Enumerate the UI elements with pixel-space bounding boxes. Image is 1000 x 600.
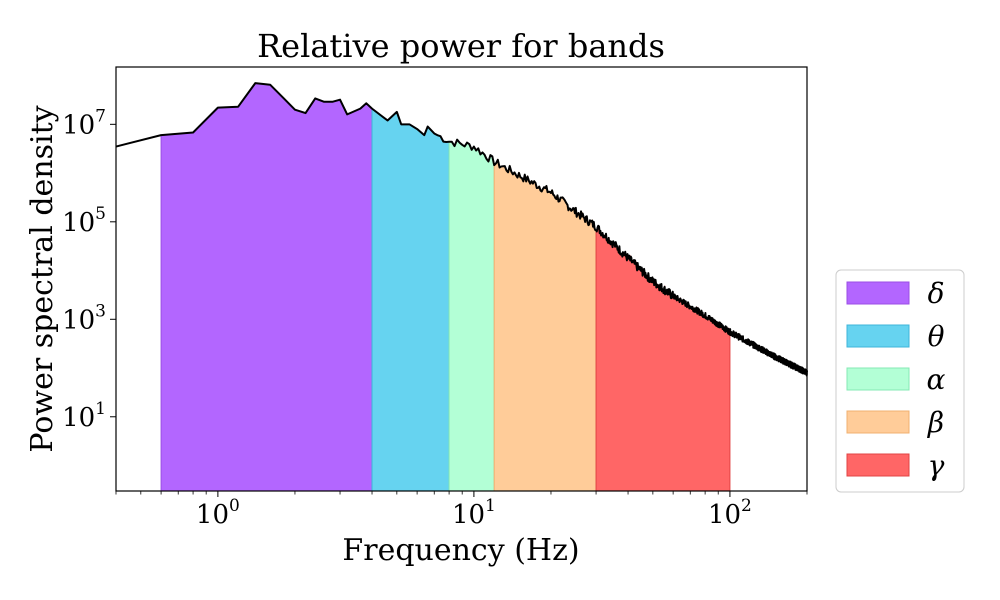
y-tick-label-3: 107 <box>62 106 106 140</box>
band-area-2 <box>448 138 495 492</box>
y-axis-ticks: 101 103 105 107 <box>62 106 116 433</box>
band-area-3 <box>493 158 597 492</box>
x-tick-label-2: 102 <box>708 496 752 530</box>
y-tick-label-2: 105 <box>62 204 106 238</box>
legend-label-1: θ <box>928 320 945 353</box>
legend-label-3: β <box>927 406 944 439</box>
band-area-1 <box>371 107 450 492</box>
legend-swatch-3 <box>846 410 910 434</box>
y-axis-label: Power spectral density <box>25 105 60 452</box>
plot-frame <box>115 66 808 492</box>
y-tick-label-0: 101 <box>62 399 106 433</box>
legend-swatch-0 <box>846 281 910 305</box>
legend-label-0: δ <box>928 277 945 310</box>
psd-line-group <box>115 82 808 377</box>
band-area-0 <box>160 82 373 492</box>
legend-swatch-2 <box>846 367 910 391</box>
band-areas <box>160 82 731 492</box>
x-tick-label-1: 101 <box>452 496 496 530</box>
legend-swatch-1 <box>846 324 910 348</box>
legend-swatch-4 <box>846 453 910 477</box>
chart-title: Relative power for bands <box>257 27 665 65</box>
x-axis-ticks: 100 101 102 <box>115 491 808 530</box>
x-tick-label-0: 100 <box>196 496 240 530</box>
psd-line <box>115 82 808 377</box>
band-area-4 <box>595 224 731 492</box>
legend-label-4: γ <box>928 449 945 482</box>
y-tick-label-1: 103 <box>62 301 106 335</box>
x-axis-label: Frequency (Hz) <box>342 533 579 568</box>
legend-label-2: α <box>927 363 946 396</box>
